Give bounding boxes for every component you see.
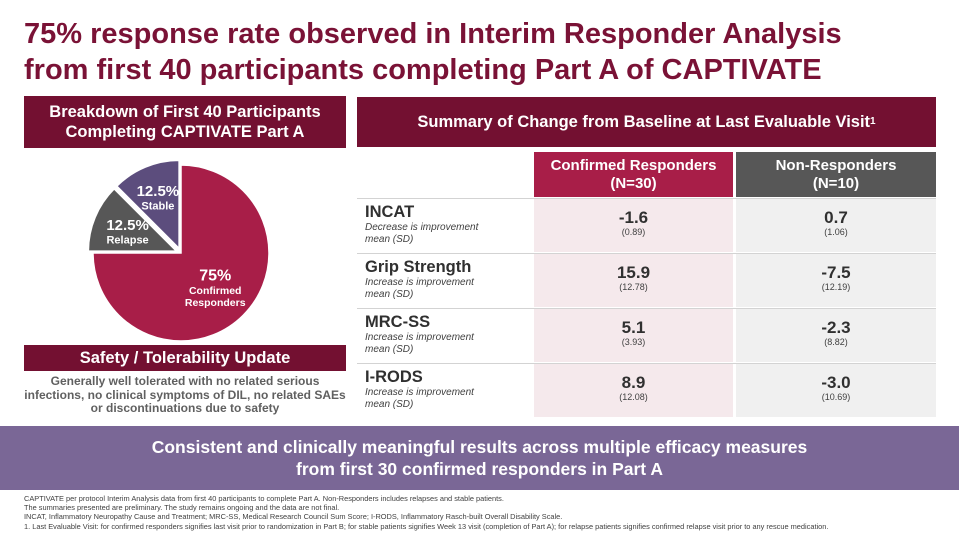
change-from-baseline-table: Confirmed Responders (N=30) Non-Responde… [357, 152, 936, 418]
non-responders-mean: 0.7 [824, 207, 848, 227]
responders-cell: 5.1 (3.93) [534, 309, 733, 362]
banner-line-1: Consistent and clinically meaningful res… [151, 437, 808, 457]
metric-name: INCAT [365, 203, 415, 221]
breakdown-header-line-2: Completing CAPTIVATE Part A [65, 123, 305, 141]
safety-text: Generally well tolerated with no related… [24, 374, 346, 415]
non-responders-cell: -3.0 (10.69) [736, 364, 936, 417]
responders-cell: 15.9 (12.78) [534, 254, 733, 307]
pie-slice-stable [115, 159, 180, 251]
responders-mean: 8.9 [621, 372, 646, 392]
metric-statistic: mean (SD) [365, 288, 414, 300]
non-responders-cell: -7.5 (12.19) [736, 254, 936, 307]
metric-statistic: mean (SD) [365, 398, 414, 410]
pie-slice-relapse [87, 187, 179, 252]
responders-sd: (0.89) [621, 226, 646, 237]
responders-sd: (12.08) [619, 391, 648, 402]
column-header-line-2: (N=30) [610, 174, 657, 192]
non-responders-mean: -2.3 [821, 317, 851, 337]
non-responders-sd: (1.06) [824, 226, 848, 237]
table-row-grip-strength: Grip Strength Increase is improvement me… [357, 253, 936, 307]
pie-slice-confirmed-responders [92, 164, 270, 342]
responders-sd: (3.93) [621, 336, 646, 347]
non-responders-cell: 0.7 (1.06) [736, 199, 936, 252]
participant-breakdown-pie-chart: 75% Confirmed Responders 12.5% Relapse 12.5% S… [87, 159, 270, 342]
responders-sd: (12.78) [619, 281, 648, 292]
table-row-i-rods: I-RODS Increase is improvement mean (SD)… [357, 363, 936, 417]
responders-cell: 8.9 (12.08) [534, 364, 733, 417]
footnotes: CAPTIVATE per protocol Interim Analysis … [24, 494, 944, 531]
summary-header-text: Summary of Change from Baseline at Last … [417, 112, 871, 131]
non-responders-mean: -7.5 [821, 262, 851, 282]
column-header-line-2: (N=10) [812, 174, 860, 192]
metric-name: MRC-SS [365, 313, 431, 331]
page-title-line-2: from first 40 participants completing Pa… [24, 54, 822, 86]
metric-statistic: mean (SD) [365, 343, 414, 355]
pie-slice-label: 12.5% Relapse [106, 217, 149, 247]
conclusion-banner: Consistent and clinically meaningful res… [0, 426, 959, 490]
column-header-non-responders: Non-Responders (N=10) [736, 152, 936, 197]
metric-direction: Increase is improvement [365, 387, 474, 398]
responders-mean: -1.6 [618, 207, 649, 227]
non-responders-sd: (12.19) [821, 281, 851, 292]
footnote-line: The summaries presented are preliminary.… [24, 503, 340, 513]
column-header-confirmed-responders: Confirmed Responders (N=30) [534, 152, 733, 197]
row-label: I-RODS Increase is improvement mean (SD) [357, 364, 534, 417]
table-row-incat: INCAT Decrease is improvement mean (SD) … [357, 198, 936, 252]
non-responders-cell: -2.3 (8.82) [736, 309, 936, 362]
metric-direction: Increase is improvement [365, 277, 474, 288]
table-row-mrc-ss: MRC-SS Increase is improvement mean (SD)… [357, 308, 936, 362]
footnote-line: CAPTIVATE per protocol Interim Analysis … [24, 494, 504, 503]
metric-name: Grip Strength [365, 258, 472, 276]
metric-name: I-RODS [365, 368, 423, 386]
non-responders-mean: -3.0 [821, 372, 851, 392]
page-title-line-1: 75% response rate observed in Interim Re… [24, 18, 842, 50]
non-responders-sd: (10.69) [821, 391, 851, 402]
row-label: MRC-SS Increase is improvement mean (SD) [357, 309, 534, 362]
pie-slice-label: 75% Confirmed Responders [185, 268, 246, 309]
metric-direction: Increase is improvement [365, 332, 474, 343]
pie-slice-label: 12.5% Stable [137, 183, 180, 213]
banner-line-2: from first 30 confirmed responders in Pa… [296, 459, 663, 479]
non-responders-sd: (8.82) [824, 336, 848, 347]
footnote-line: 1. Last Evaluable Visit: for confirmed r… [24, 521, 829, 531]
metric-direction: Decrease is improvement [365, 222, 479, 233]
responders-mean: 15.9 [616, 262, 651, 282]
safety-header: Safety / Tolerability Update [24, 345, 346, 371]
breakdown-header-line-1: Breakdown of First 40 Participants [49, 103, 321, 121]
footnote-line: INCAT, Inflammatory Neuropathy Cause and… [24, 512, 563, 522]
column-header-line-1: Non-Responders [775, 156, 897, 174]
row-label: Grip Strength Increase is improvement me… [357, 254, 534, 307]
responders-mean: 5.1 [621, 317, 646, 337]
metric-statistic: mean (SD) [365, 233, 414, 245]
column-header-line-1: Confirmed Responders [550, 156, 717, 174]
row-label: INCAT Decrease is improvement mean (SD) [357, 199, 534, 252]
summary-header: Summary of Change from Baseline at Last … [357, 97, 936, 147]
responders-cell: -1.6 (0.89) [534, 199, 733, 252]
breakdown-header: Breakdown of First 40 Participants Compl… [24, 96, 346, 148]
